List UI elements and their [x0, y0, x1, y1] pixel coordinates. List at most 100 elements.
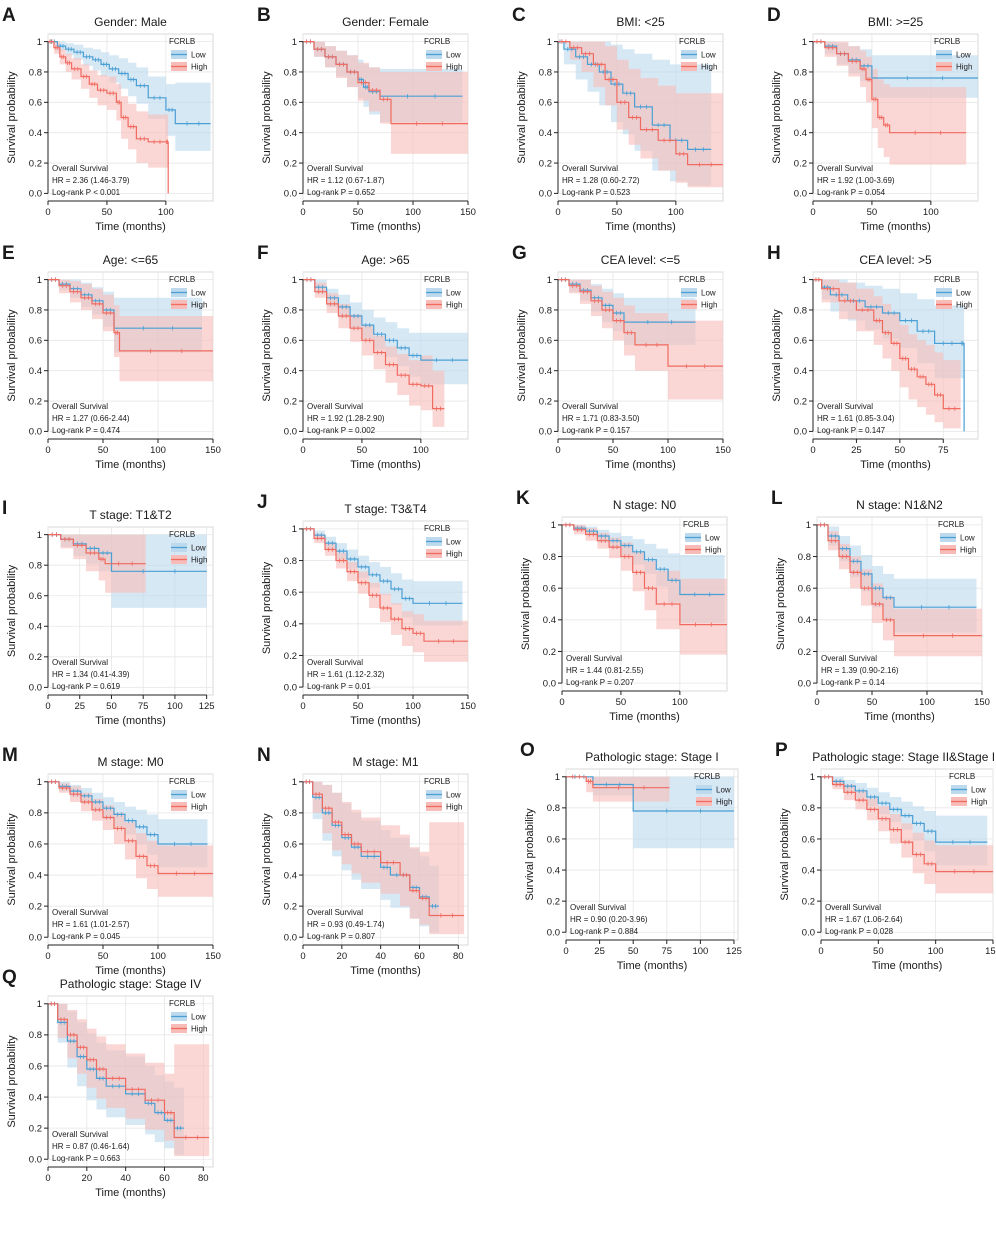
x-tick-label: 0 — [45, 1173, 50, 1184]
panel-title: Gender: Female — [342, 15, 429, 29]
x-tick-label: 100 — [668, 207, 684, 218]
panel-letter: D — [767, 5, 781, 26]
panel-title: M stage: M1 — [352, 755, 418, 769]
x-tick-label: 150 — [205, 951, 221, 962]
panel-title: BMI: <25 — [616, 15, 665, 29]
logrank-p: Log-rank P = 0.619 — [52, 682, 121, 691]
hazard-ratio: HR = 2.36 (1.46-3.79) — [52, 176, 130, 185]
y-axis-title: Survival probability — [520, 557, 532, 650]
ci-band-high — [813, 41, 967, 165]
y-tick-label: 0.8 — [798, 552, 811, 563]
y-tick-label: 0.2 — [29, 158, 42, 169]
y-tick-label: 1 — [37, 275, 42, 286]
y-tick-label: 0.0 — [794, 427, 807, 438]
legend: FCRLB Low High — [169, 275, 207, 310]
y-tick-label: 0.2 — [794, 158, 807, 169]
survival-line-high — [558, 41, 723, 166]
y-tick-label: 0.2 — [539, 158, 552, 169]
y-tick-label: 0.0 — [29, 683, 42, 694]
x-tick-label: 40 — [120, 1173, 131, 1184]
stats-title: Overall Survival — [307, 402, 363, 411]
y-axis-title: Survival probability — [6, 71, 18, 164]
x-tick-label: 20 — [337, 951, 348, 962]
ci-band-high — [303, 41, 468, 154]
stats-title: Overall Survival — [562, 402, 618, 411]
panel-title: CEA level: <=5 — [601, 253, 681, 267]
x-tick-label: 100 — [660, 445, 676, 456]
stats-title: Overall Survival — [52, 908, 108, 917]
survival-line-low — [566, 776, 734, 812]
legend-label-high: High — [956, 301, 972, 310]
legend: FCRLB Low High — [169, 530, 207, 565]
survival-line-low — [48, 279, 202, 329]
survival-line-high — [303, 528, 468, 642]
y-tick-label: 0.6 — [29, 98, 42, 109]
x-tick-label: 0 — [810, 207, 815, 218]
legend-title: FCRLB — [934, 275, 960, 284]
y-tick-label: 0.6 — [543, 583, 556, 594]
y-tick-label: 0.0 — [539, 189, 552, 200]
survival-line-high — [48, 279, 213, 352]
legend-label-high: High — [446, 803, 462, 812]
legend: FCRLB Low High — [424, 524, 462, 559]
x-tick-label: 0 — [555, 207, 560, 218]
y-tick-label: 0.8 — [794, 305, 807, 316]
legend-label-low: Low — [191, 544, 206, 553]
survival-line-high — [48, 41, 169, 194]
y-tick-label: 1 — [802, 275, 807, 286]
survival-line-high — [821, 776, 993, 873]
hazard-ratio: HR = 0.90 (0.20-3.96) — [570, 915, 648, 924]
x-tick-label: 75 — [938, 445, 949, 456]
panel-letter: A — [2, 5, 16, 26]
legend: FCRLB Low High — [424, 37, 462, 72]
stats-title: Overall Survival — [562, 164, 618, 173]
stats-title: Overall Survival — [307, 908, 363, 917]
stats-title: Overall Survival — [817, 402, 873, 411]
legend-title: FCRLB — [949, 772, 975, 781]
legend: FCRLB Low High — [679, 275, 717, 310]
ci-band-high — [566, 776, 670, 802]
legend: FCRLB Low High — [949, 772, 987, 807]
y-tick-label: 0.2 — [798, 647, 811, 658]
y-tick-label: 0.6 — [539, 98, 552, 109]
survival-line-low — [48, 41, 211, 125]
panel-title: N stage: N1&N2 — [856, 498, 943, 512]
legend-label-high: High — [971, 798, 987, 807]
y-tick-label: 0.8 — [547, 803, 560, 814]
y-tick-label: 0.2 — [802, 896, 815, 907]
y-tick-label: 0.2 — [284, 901, 297, 912]
ci-band-high — [558, 41, 723, 188]
y-tick-label: 0.0 — [29, 1155, 42, 1166]
x-axis-title: Time (months) — [860, 221, 931, 233]
legend-title: FCRLB — [694, 772, 720, 781]
panel-title: Age: >65 — [361, 253, 410, 267]
panel-title: T stage: T3&T4 — [344, 502, 427, 516]
x-tick-label: 150 — [205, 445, 221, 456]
x-tick-label: 0 — [818, 946, 823, 957]
x-tick-label: 0 — [563, 946, 568, 957]
x-tick-label: 50 — [873, 946, 884, 957]
logrank-p: Log-rank P = 0.884 — [570, 927, 639, 936]
y-tick-label: 0.8 — [539, 305, 552, 316]
legend-title: FCRLB — [424, 777, 450, 786]
y-tick-label: 0.8 — [284, 556, 297, 567]
legend: FCRLB Low High — [424, 275, 462, 310]
km-panel-k: 0.0 0.2 0.4 0.6 0.8 1 0 50 100 K N stage: N0 Time (… — [516, 488, 728, 723]
stats-title: Overall Survival — [52, 1130, 108, 1139]
y-tick-label: 0.0 — [284, 427, 297, 438]
y-tick-label: 0.6 — [29, 591, 42, 602]
x-tick-label: 50 — [353, 207, 364, 218]
x-tick-label: 50 — [895, 445, 906, 456]
y-tick-label: 0.0 — [284, 189, 297, 200]
legend-title: FCRLB — [169, 530, 195, 539]
y-axis-title: Survival probability — [771, 309, 783, 402]
x-tick-label: 50 — [98, 951, 109, 962]
y-tick-label: 1 — [37, 999, 42, 1010]
legend-label-high: High — [191, 556, 207, 565]
y-tick-label: 0.6 — [794, 98, 807, 109]
ci-band-high — [48, 279, 213, 382]
y-tick-label: 0.8 — [284, 305, 297, 316]
y-tick-label: 0.2 — [284, 651, 297, 662]
logrank-p: Log-rank P = 0.147 — [817, 426, 886, 435]
legend-label-low: Low — [191, 51, 206, 60]
